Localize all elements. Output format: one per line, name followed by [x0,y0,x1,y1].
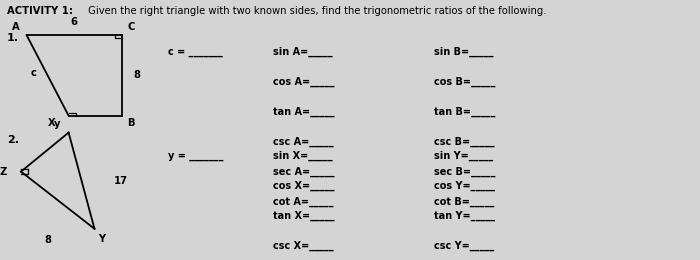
Text: sin Y=_____: sin Y=_____ [434,151,493,161]
Text: B: B [127,118,135,128]
Text: 17: 17 [113,176,127,186]
Text: tan A=_____: tan A=_____ [273,107,335,117]
Text: Z: Z [0,167,7,177]
Text: 8: 8 [133,70,140,80]
Text: ACTIVITY 1:: ACTIVITY 1: [7,6,73,16]
Text: c = _______: c = _______ [168,47,223,57]
Text: cos A=_____: cos A=_____ [273,77,335,87]
Text: cot A=_____: cot A=_____ [273,196,333,206]
Text: sec B=_____: sec B=_____ [434,166,496,177]
Text: tan X=_____: tan X=_____ [273,211,335,221]
Text: tan B=_____: tan B=_____ [434,107,496,117]
Text: csc B=_____: csc B=_____ [434,136,494,147]
Text: csc Y=_____: csc Y=_____ [434,240,494,251]
Text: sin X=_____: sin X=_____ [273,151,332,161]
Text: tan Y=_____: tan Y=_____ [434,211,495,221]
Text: 8: 8 [44,235,51,245]
Text: A: A [12,23,20,32]
Text: X: X [48,118,56,127]
Text: y: y [54,119,61,129]
Text: cos X=_____: cos X=_____ [273,181,335,191]
Text: Given the right triangle with two known sides, find the trigonometric ratios of : Given the right triangle with two known … [85,6,547,16]
Text: c: c [31,68,36,78]
Text: C: C [127,23,135,32]
Text: sin A=_____: sin A=_____ [273,47,332,57]
Text: 2.: 2. [7,135,19,145]
Text: 6: 6 [70,17,77,27]
Text: csc A=_____: csc A=_____ [273,136,334,147]
Text: Y: Y [98,234,105,244]
Text: sec A=_____: sec A=_____ [273,166,335,177]
Text: csc X=_____: csc X=_____ [273,240,334,251]
Text: cos B=_____: cos B=_____ [434,77,496,87]
Text: cot B=_____: cot B=_____ [434,196,494,206]
Text: sin B=_____: sin B=_____ [434,47,494,57]
Text: cos Y=_____: cos Y=_____ [434,181,495,191]
Text: y = _______: y = _______ [168,151,223,161]
Text: 1.: 1. [7,33,19,43]
